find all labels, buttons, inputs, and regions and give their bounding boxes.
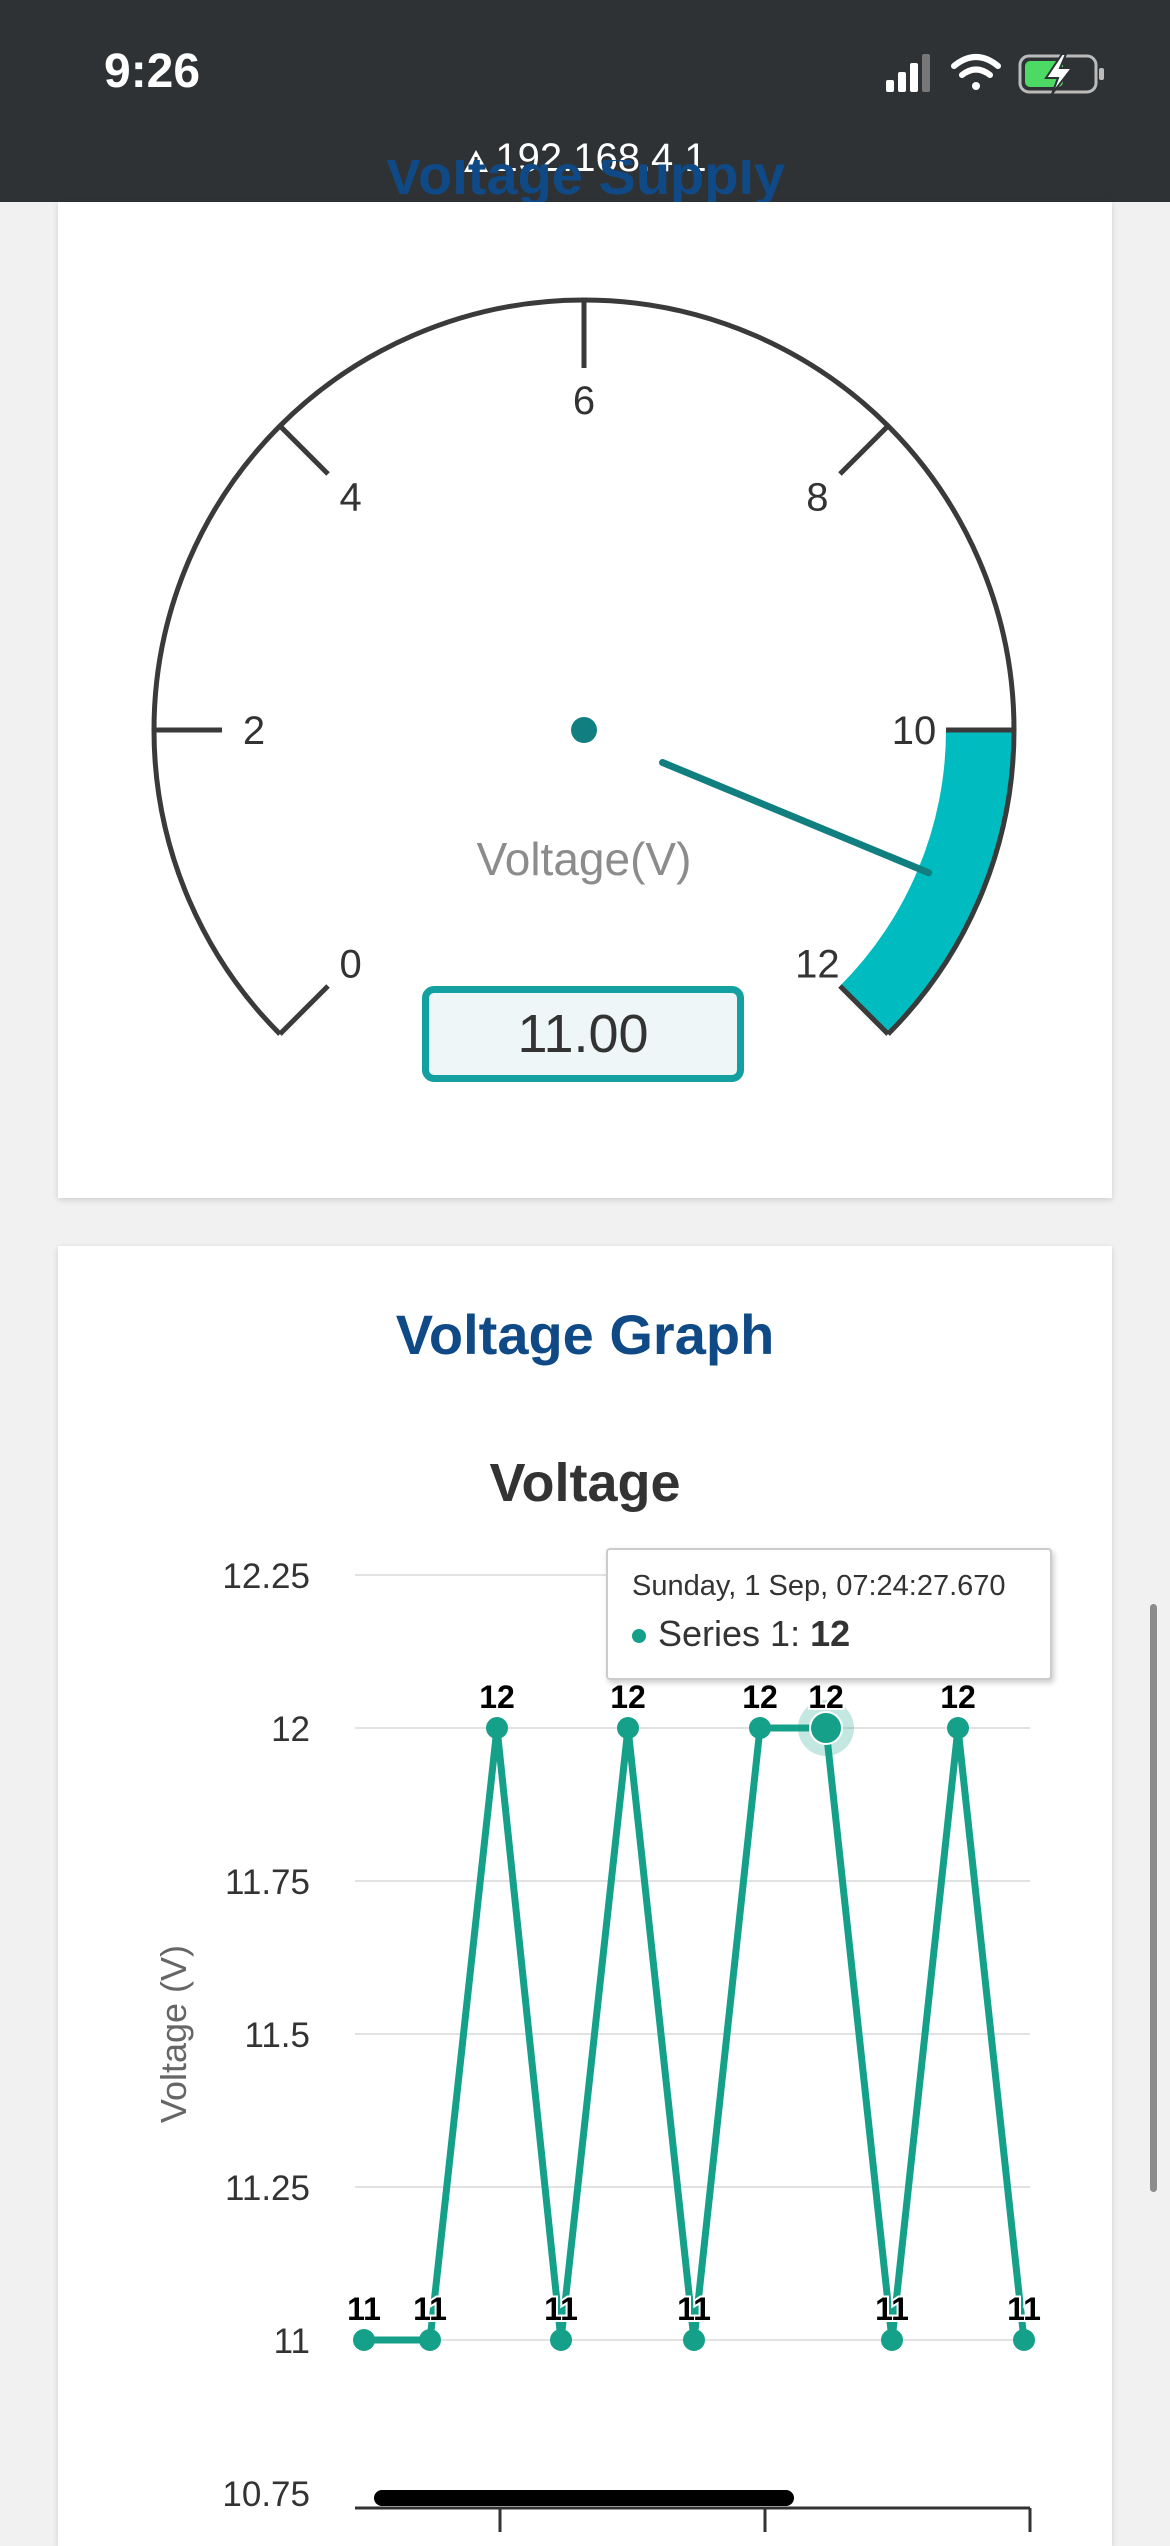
data-point [486, 1717, 508, 1739]
y-tick-label: 12.25 [222, 1557, 310, 1596]
gauge-tick-label: 4 [340, 476, 362, 520]
data-label: 12 [742, 1679, 778, 1715]
gauge-tick-label: 6 [573, 379, 595, 423]
data-label: 12 [808, 1679, 844, 1715]
gauge-tick [278, 984, 330, 1036]
data-point [947, 1717, 969, 1739]
data-label: 12 [479, 1679, 515, 1715]
data-label: 11 [413, 2291, 447, 2327]
tooltip-date: Sunday, 1 Sep, 07:24:27.670 [632, 1570, 1006, 1602]
gauge-needle [659, 759, 933, 877]
data-label: 12 [940, 1679, 976, 1715]
gauge-tick [278, 424, 330, 476]
data-label: 11 [875, 2291, 909, 2327]
gauge-label: Voltage(V) [477, 833, 692, 885]
status-icons [886, 53, 1104, 95]
data-point [353, 2329, 375, 2351]
y-tick-label: 11.25 [225, 2169, 310, 2208]
series-dot-icon [632, 1629, 646, 1644]
data-point [1013, 2329, 1035, 2351]
data-point [617, 1717, 639, 1739]
graph-heading: Voltage Graph [395, 1303, 775, 1366]
data-label: 11 [347, 2291, 381, 2327]
data-point [683, 2329, 705, 2351]
data-label: 12 [610, 1679, 646, 1715]
battery-charging-icon [1018, 53, 1104, 95]
gauge-tick-label: 2 [243, 709, 265, 753]
y-axis-title: Voltage (V) [153, 1945, 194, 2123]
gauge-pivot [571, 717, 597, 743]
y-tick-label: 12 [271, 1710, 310, 1749]
gauge-tick-label: 10 [892, 709, 937, 753]
scrollbar-thumb[interactable] [1150, 1604, 1157, 2192]
y-tick-label: 10.75 [222, 2475, 310, 2514]
data-point [550, 2329, 572, 2351]
gauge-tick-label: 0 [340, 942, 362, 986]
gauge-card-title: Voltage Supply [384, 160, 786, 202]
data-point [809, 1711, 843, 1745]
gauge-tick-label: 12 [795, 942, 840, 986]
gauge-tick [838, 984, 890, 1036]
tooltip-value: 12 [810, 1613, 851, 1654]
wifi-icon [951, 54, 1001, 90]
data-label: 11 [677, 2291, 711, 2327]
y-tick-label: 11 [274, 2322, 310, 2361]
chart-title: Voltage [489, 1453, 681, 1513]
data-point [419, 2329, 441, 2351]
home-indicator[interactable] [374, 2490, 794, 2506]
data-label: 11 [1007, 2291, 1041, 2327]
data-point [881, 2329, 903, 2351]
url-text: 192.168.4.1 [495, 136, 707, 180]
address-bar[interactable]: 192.168.4.1 [0, 136, 1170, 183]
data-point [749, 1717, 771, 1739]
warning-icon [463, 138, 489, 183]
gauge-readout: 11.00 [422, 986, 744, 1082]
tooltip-series: Series 1: [658, 1613, 811, 1654]
gauge-tick [838, 424, 890, 476]
status-bar: 9:26 192.168.4.1 [0, 0, 1170, 202]
signal-icon [886, 54, 930, 92]
chart-tooltip: Sunday, 1 Sep, 07:24:27.670 Series 1: 12 [606, 1548, 1052, 1680]
gauge-tick-label: 8 [806, 476, 828, 520]
voltage-gauge: 0 2 4 6 8 10 12 Voltage(V) [151, 297, 1017, 1036]
data-label: 11 [544, 2291, 578, 2327]
clock: 9:26 [104, 45, 201, 98]
graph-card [58, 1246, 1112, 2546]
y-tick-label: 11.75 [225, 1863, 310, 1902]
gauge-band [839, 730, 1014, 1035]
y-tick-label: 11.5 [244, 2016, 310, 2055]
